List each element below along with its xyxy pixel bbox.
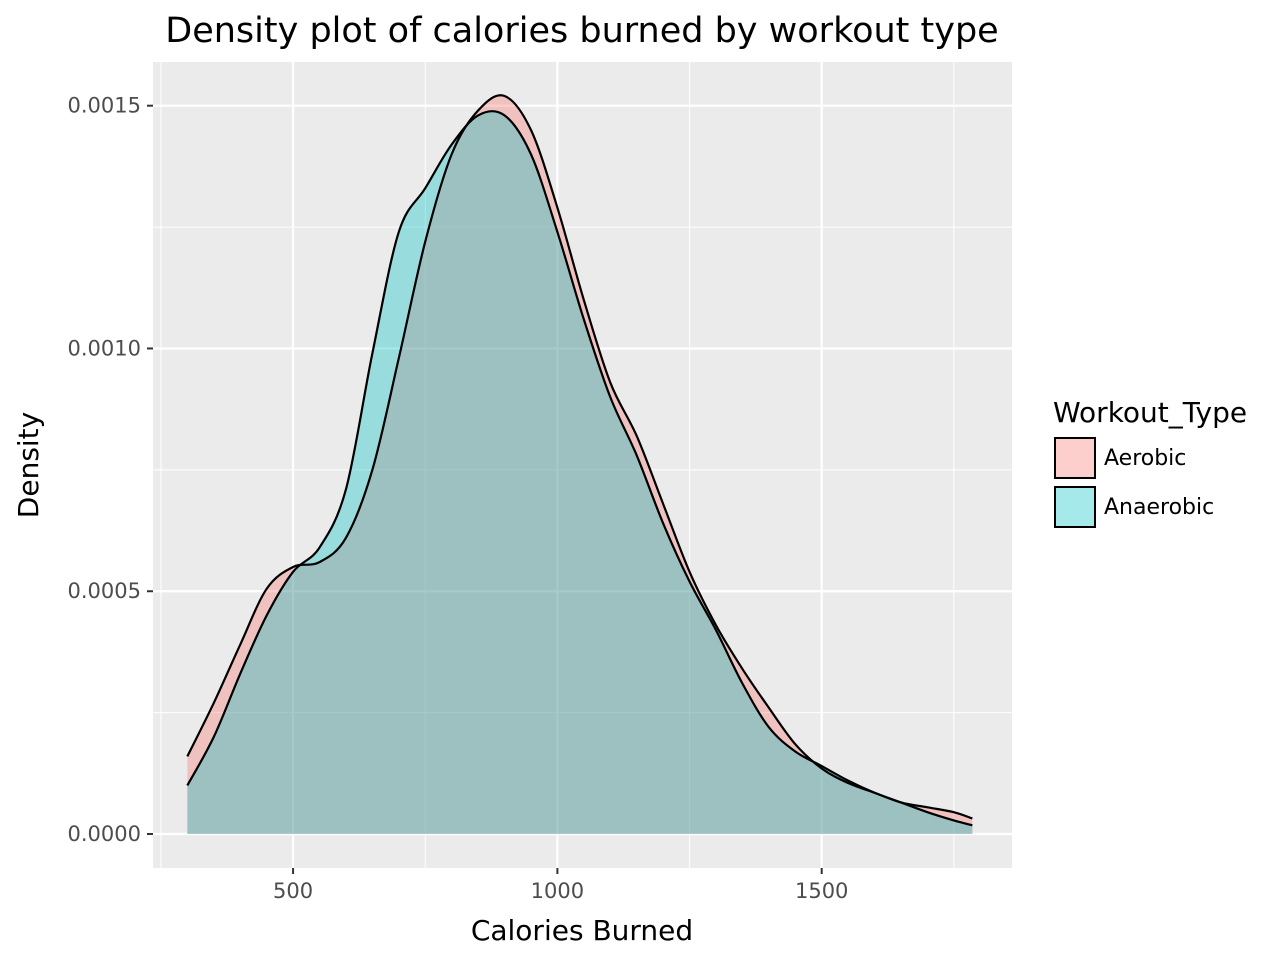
legend-label-aerobic: Aerobic (1104, 446, 1186, 471)
y-tick-label: 0.0010 (68, 336, 141, 360)
x-tick-label: 1500 (795, 879, 848, 903)
chart-title: Density plot of calories burned by worko… (165, 11, 998, 51)
legend-swatch-aerobic (1054, 437, 1096, 479)
major-gridlines (153, 62, 1012, 868)
y-tick-label: 0.0005 (68, 579, 141, 603)
x-tick-label: 500 (273, 879, 313, 903)
density-areas (187, 95, 973, 835)
plot-panel (153, 62, 1012, 868)
legend-swatch-anaerobic (1054, 486, 1096, 528)
density-lines (186, 94, 973, 827)
y-tick-label: 0.0015 (68, 94, 141, 118)
x-tick-label: 1000 (531, 879, 584, 903)
density-line-anaerobic (186, 110, 973, 827)
legend-items: Aerobic Anaerobic (1054, 437, 1214, 528)
legend-key-bg-aerobic (1055, 438, 1095, 478)
x-axis-title: Calories Burned (471, 914, 693, 947)
legend-label-anaerobic: Anaerobic (1104, 495, 1214, 520)
legend: Workout_Type Aerobic Anaerobic (1053, 396, 1247, 528)
y-tick-label: 0.0000 (68, 822, 141, 846)
density-area-anaerobic (187, 111, 973, 835)
minor-gridlines (153, 62, 1012, 868)
legend-key-bg-anaerobic (1055, 487, 1095, 527)
density-line-aerobic (186, 94, 973, 820)
x-axis: 500 1000 1500 (273, 868, 848, 903)
y-axis-title: Density (12, 412, 45, 518)
y-axis: 0.0000 0.0005 0.0010 0.0015 (68, 94, 153, 846)
density-area-aerobic (187, 95, 973, 835)
legend-title: Workout_Type (1053, 396, 1247, 429)
